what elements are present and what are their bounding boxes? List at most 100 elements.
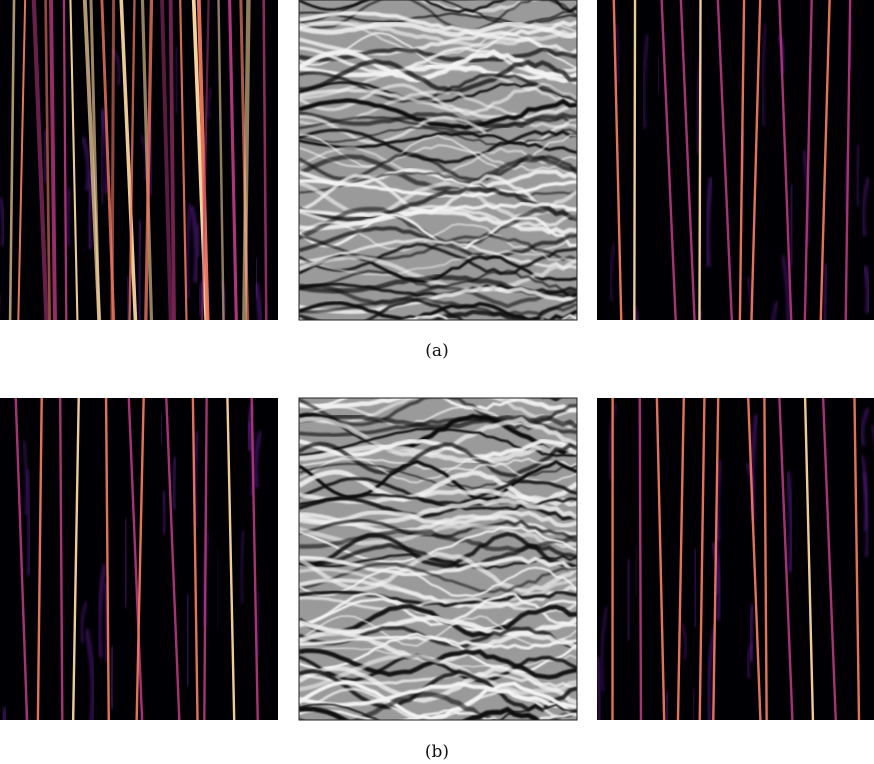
noise-streak — [600, 606, 609, 692]
seismic-reflector — [299, 82, 577, 115]
noise-streak — [608, 403, 618, 480]
seismic-reflector — [299, 232, 577, 262]
seismic-reflector — [299, 206, 577, 247]
fault-line — [655, 398, 666, 720]
seismic-reflector — [299, 555, 577, 577]
noise-streak — [771, 300, 779, 320]
fault-panel — [597, 398, 874, 720]
seismic-reflector — [299, 298, 577, 320]
noise-streak — [79, 601, 88, 644]
fault-line — [844, 0, 852, 320]
noise-streak — [761, 23, 767, 127]
noise-streak — [161, 490, 168, 535]
seismic-reflector — [299, 319, 504, 320]
fault-line — [8, 0, 16, 320]
noise-streak — [822, 263, 829, 320]
fault-line — [803, 398, 815, 720]
seismic-reflector — [299, 414, 577, 430]
fault-line — [17, 0, 27, 320]
panel-background — [597, 398, 874, 720]
seismic-panel — [299, 0, 577, 320]
fault-line — [58, 398, 64, 720]
seismic-reflector — [299, 703, 577, 720]
fault-line — [165, 398, 181, 720]
fault-line — [36, 398, 43, 720]
seismic-reflector — [299, 11, 577, 37]
seismic-reflector — [299, 128, 577, 164]
fault-panel — [597, 0, 874, 320]
fault-panel — [0, 398, 278, 720]
seismic-reflector — [299, 691, 577, 720]
noise-streak — [706, 627, 717, 720]
fault-line — [242, 0, 251, 320]
fault-line — [179, 0, 188, 320]
seismic-reflector — [299, 551, 577, 593]
fault-line — [778, 398, 794, 720]
fault-line — [201, 0, 210, 320]
noise-streak — [692, 548, 698, 627]
fault-line — [119, 0, 138, 320]
fault-line — [89, 0, 101, 320]
seismic-reflector — [299, 309, 541, 320]
noise-streak — [861, 177, 871, 236]
seismic-panel — [299, 398, 577, 741]
fault-line — [62, 0, 68, 320]
seismic-reflector — [299, 88, 577, 121]
noise-streak — [860, 407, 870, 447]
seismic-reflector — [299, 110, 577, 129]
seismic-reflector — [299, 727, 577, 741]
fault-line — [69, 0, 79, 320]
fault-line — [716, 0, 734, 320]
fault-line — [49, 0, 57, 320]
seismic-reflector — [419, 0, 539, 17]
fault-line — [853, 398, 861, 720]
fault-line — [778, 0, 793, 320]
seismic-reflector — [299, 242, 577, 275]
fault-line — [638, 398, 643, 720]
panel-border — [298, 397, 578, 721]
seismic-reflector — [299, 526, 577, 563]
seismic-reflector — [299, 488, 577, 508]
seismic-reflector — [299, 144, 577, 172]
seismic-reflector — [299, 687, 569, 720]
fault-line — [679, 0, 696, 320]
noise-streak — [789, 184, 794, 268]
seismic-reflector — [299, 441, 577, 478]
fault-line — [217, 0, 225, 320]
seismic-reflector — [299, 48, 577, 85]
noise-streak — [862, 265, 871, 314]
seismic-reflector — [299, 237, 577, 270]
noise-streak — [109, 646, 116, 710]
fault-line — [819, 0, 831, 320]
caption: (b) — [425, 742, 449, 762]
fault-line — [168, 0, 176, 320]
seismic-reflector — [299, 204, 577, 228]
seismic-reflector — [299, 615, 577, 647]
noise-streak — [614, 23, 621, 84]
noise-streak — [136, 220, 143, 320]
seismic-reflector — [299, 126, 577, 147]
panel-background — [597, 0, 874, 320]
noise-streak — [184, 594, 191, 686]
seismic-reflector — [299, 416, 577, 459]
noise-streak — [80, 136, 91, 191]
noise-streak — [780, 255, 791, 320]
noise-streak — [642, 34, 650, 129]
fault-line — [196, 0, 210, 320]
fault-line — [262, 0, 268, 320]
caption: (a) — [425, 341, 448, 361]
seismic-reflector — [299, 21, 577, 40]
fault-line — [144, 0, 154, 320]
seismic-reflector — [299, 250, 577, 276]
seismic-reflector — [299, 297, 577, 317]
seismic-reflector — [299, 653, 577, 683]
fault-line — [44, 0, 51, 320]
seismic-reflector — [299, 455, 577, 484]
seismic-reflector — [299, 114, 577, 147]
noise-streak — [185, 203, 192, 299]
noise-streak — [656, 57, 661, 94]
fault-line — [135, 398, 145, 720]
fault-line — [160, 0, 173, 320]
seismic-reflector — [299, 154, 577, 192]
